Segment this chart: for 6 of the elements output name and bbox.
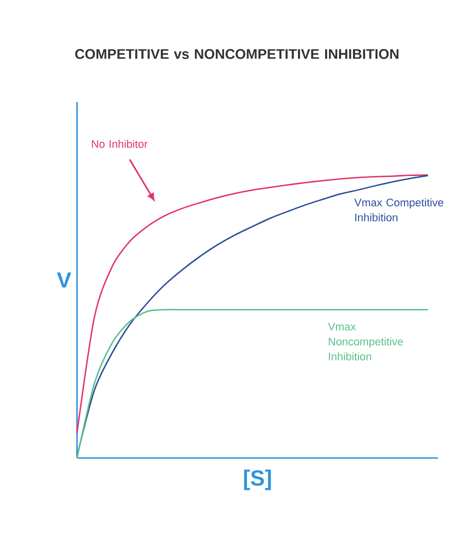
chart-title: COMPETITIVE vs NONCOMPETITIVE INHIBITION	[75, 49, 398, 59]
series-label: Vmax Competitive Inhibition	[354, 198, 444, 222]
series-label: Vmax Noncompetitive Inhibition	[328, 322, 403, 360]
y-axis-title: V	[56, 272, 72, 288]
text: No Inhibitor	[92, 140, 148, 148]
x-axis-title: [S]	[244, 470, 271, 490]
